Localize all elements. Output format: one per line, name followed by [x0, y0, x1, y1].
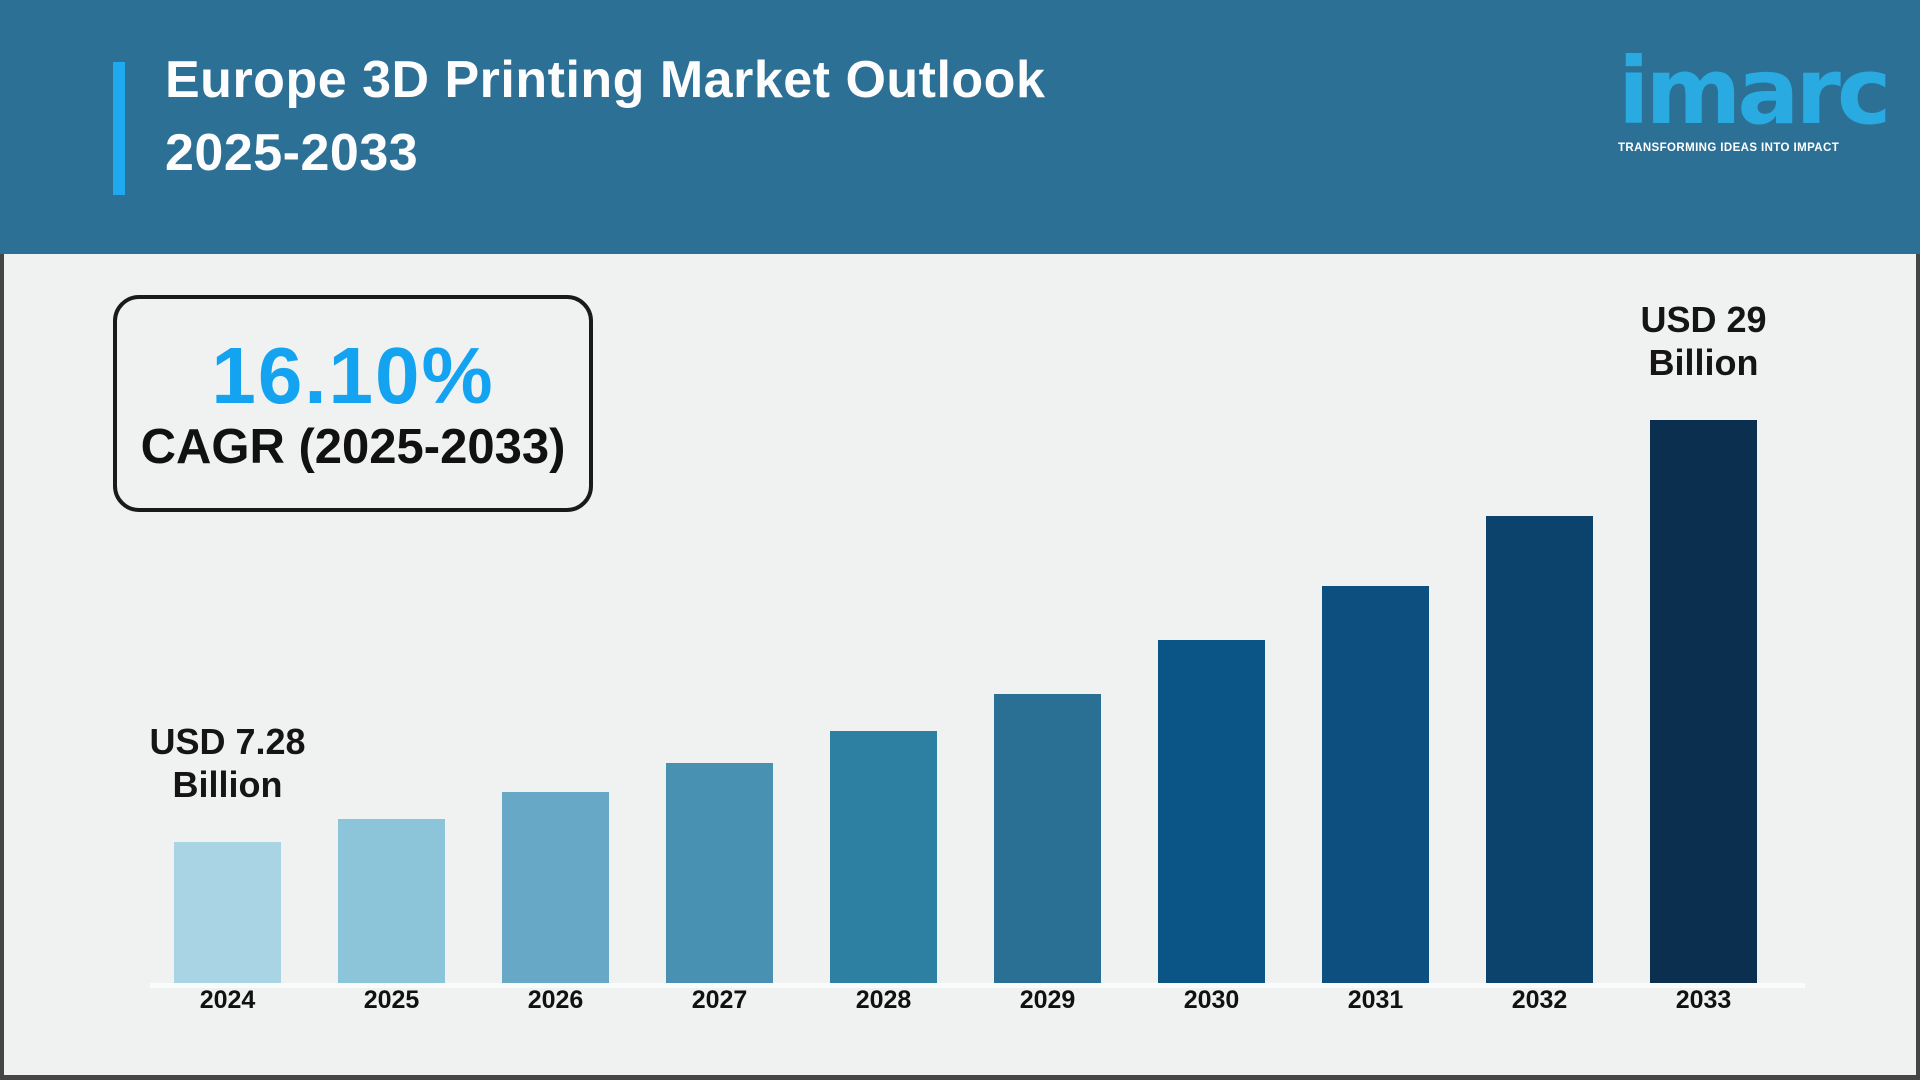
bar-2024: [174, 842, 281, 983]
bar-2026: [502, 792, 609, 983]
frame-border-left: [0, 254, 4, 1080]
value-label-2033: USD 29 Billion: [1640, 299, 1767, 383]
bar-2028: [830, 731, 937, 983]
bar-2025: [338, 819, 445, 983]
page-title-line1: Europe 3D Printing Market Outlook: [165, 51, 1046, 109]
year-label-2029: 2029: [1019, 986, 1076, 1014]
frame-border-bottom: [0, 1075, 1920, 1080]
bar-2031: [1322, 586, 1429, 983]
year-label-2031: 2031: [1347, 986, 1404, 1014]
bar-2027: [666, 763, 773, 983]
title-accent-bar: [113, 62, 125, 195]
cagr-callout-box: 16.10% CAGR (2025-2033): [113, 295, 593, 512]
imarc-logo: imarc TRANSFORMING IDEAS INTO IMPACT: [1618, 38, 1891, 155]
value-label-2024: USD 7.28 Billion: [149, 721, 306, 805]
year-label-2025: 2025: [363, 986, 420, 1014]
year-label-2028: 2028: [855, 986, 912, 1014]
chart-baseline: [150, 983, 1805, 988]
year-label-2027: 2027: [691, 986, 748, 1014]
bar-2030: [1158, 640, 1265, 983]
frame-border-right: [1916, 254, 1920, 1080]
bar-2033: [1650, 420, 1757, 983]
year-label-2026: 2026: [527, 986, 584, 1014]
year-label-2033: 2033: [1675, 986, 1732, 1014]
year-label-2032: 2032: [1511, 986, 1568, 1014]
header-band: Europe 3D Printing Market Outlook 2025-20…: [0, 0, 1920, 254]
imarc-logo-wordmark: imarc: [1618, 38, 1891, 145]
bar-2029: [994, 694, 1101, 983]
cagr-label: CAGR (2025-2033): [140, 419, 566, 474]
bar-2032: [1486, 516, 1593, 983]
year-label-2024: 2024: [199, 986, 256, 1014]
year-label-2030: 2030: [1183, 986, 1240, 1014]
cagr-value: 16.10%: [211, 330, 495, 420]
page-title-line2: 2025-2033: [165, 124, 419, 182]
page-title: Europe 3D Printing Market Outlook 2025-20…: [165, 44, 1045, 190]
imarc-logo-tagline: TRANSFORMING IDEAS INTO IMPACT: [1618, 142, 1840, 154]
